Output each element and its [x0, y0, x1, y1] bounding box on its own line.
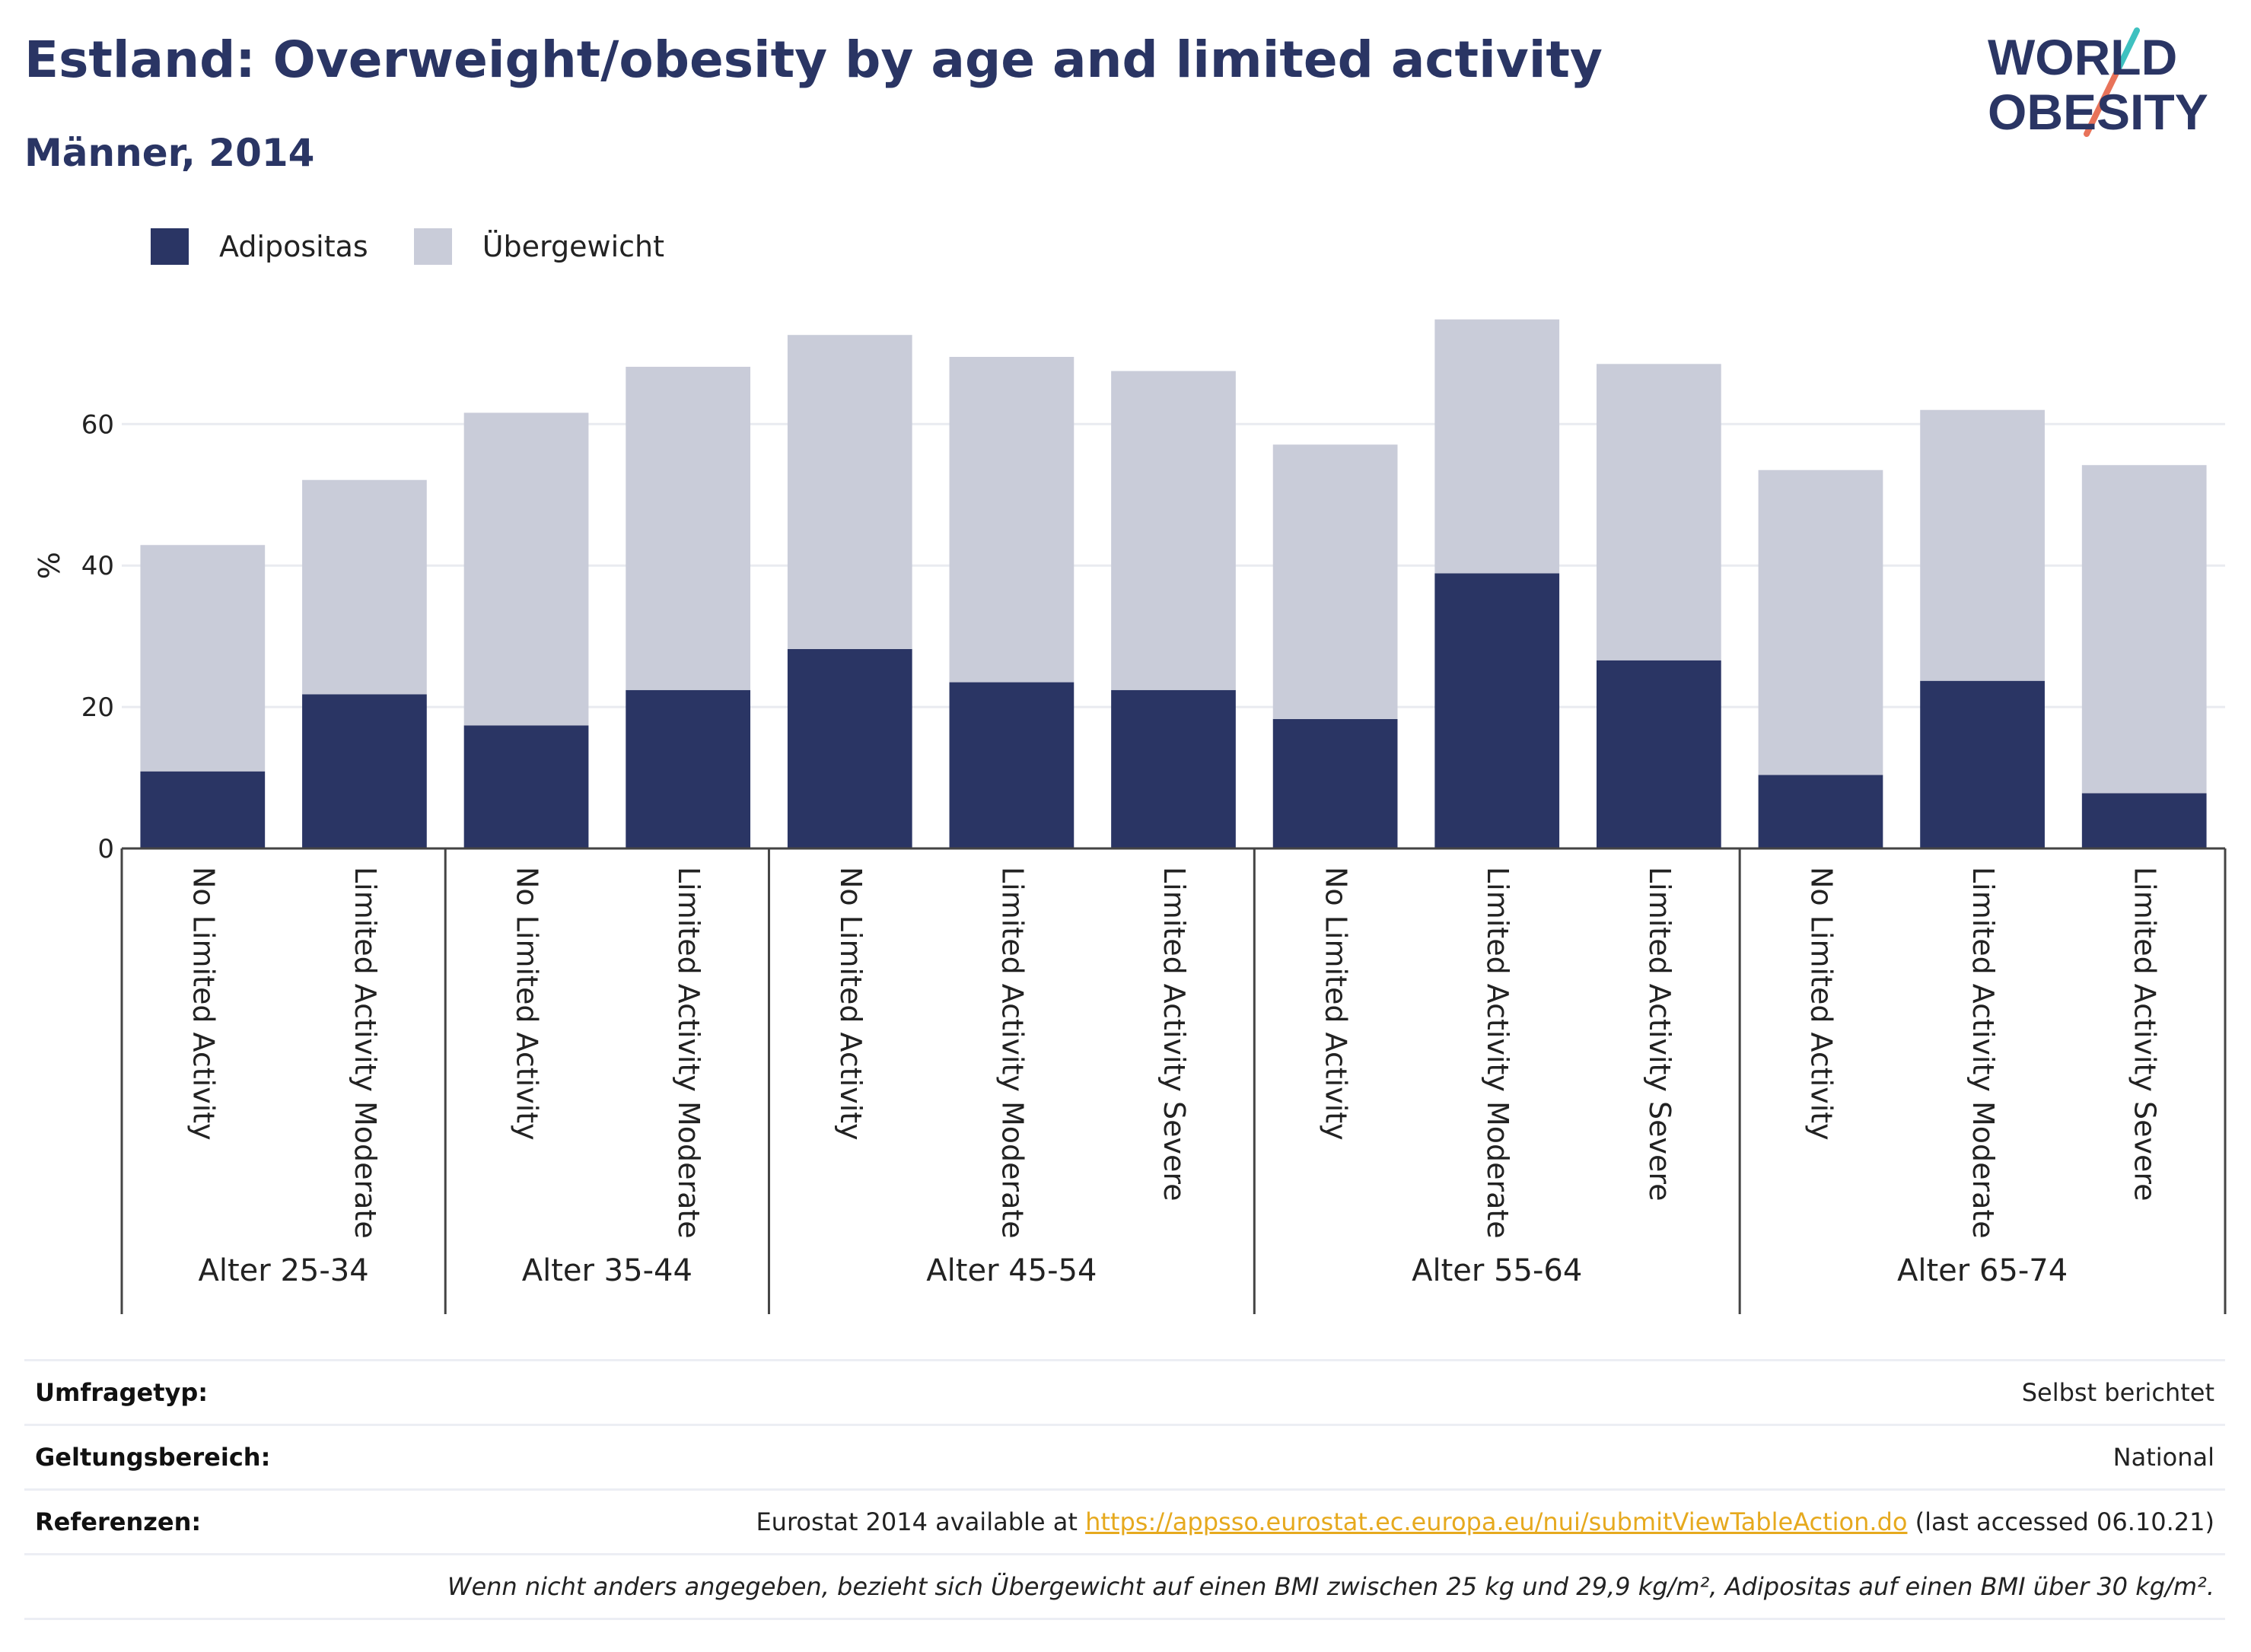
bar-uebergewicht [1920, 409, 2045, 681]
logo-slash-top [2113, 27, 2140, 78]
bar-adipositas [2081, 793, 2207, 848]
y-axis-title: % [33, 552, 66, 579]
meta-refs-prefix: Eurostat 2014 available at [756, 1507, 1086, 1536]
x-category-label: No Limited Activity [186, 867, 220, 1141]
meta-scope-label: Geltungsbereich: [35, 1443, 271, 1472]
chart-title: Estland: Overweight/obesity by age and l… [24, 30, 1603, 89]
x-category-label: Limited Activity Severe [1643, 867, 1676, 1202]
bar-uebergewicht [1272, 444, 1398, 719]
x-category-label: Limited Activity Moderate [1966, 867, 2000, 1239]
x-category-label: No Limited Activity [1320, 867, 1353, 1141]
bar-uebergewicht [949, 357, 1075, 683]
logo-line2: OBESITY [1988, 84, 2208, 140]
stacked-bar-chart: 0 20 40 60% No Limited Activity Limited Activ… [33, 319, 2227, 1314]
bar-adipositas [626, 689, 751, 848]
x-category-label: Limited Activity Severe [2128, 867, 2162, 1202]
bar-adipositas [1272, 718, 1398, 848]
meta-row-references: Referenzen: Eurostat 2014 available at h… [24, 1488, 2225, 1553]
meta-refs-suffix: (last accessed 06.10.21) [1907, 1507, 2214, 1536]
chart-subtitle: Männer, 2014 [24, 131, 315, 175]
meta-survey-value: Selbst berichtet [2021, 1378, 2214, 1407]
legend-item-adipositas[interactable]: Adipositas [151, 228, 368, 265]
x-category-label: Limited Activity Moderate [1481, 867, 1514, 1239]
x-group-label: Alter 45-54 [926, 1253, 1097, 1288]
metadata-table: Umfragetyp: Selbst berichtet Geltungsber… [24, 1359, 2225, 1620]
x-category-label: No Limited Activity [834, 867, 868, 1141]
bar-uebergewicht [626, 367, 751, 690]
bar-adipositas [1434, 573, 1560, 848]
meta-row-survey: Umfragetyp: Selbst berichtet [24, 1359, 2225, 1424]
bar-adipositas [1111, 689, 1236, 848]
bar-adipositas [140, 771, 266, 848]
y-tick-label: 20 [81, 692, 114, 723]
bar-adipositas [463, 725, 589, 848]
meta-refs-link[interactable]: https://appsso.eurostat.ec.europa.eu/nui… [1085, 1507, 1908, 1536]
legend-label-uebergewicht: Übergewicht [482, 230, 664, 263]
meta-row-scope: Geltungsbereich: National [24, 1424, 2225, 1488]
legend-item-uebergewicht[interactable]: Übergewicht [413, 228, 664, 265]
bar-uebergewicht [1434, 319, 1560, 574]
x-category-label: Limited Activity Moderate [349, 867, 382, 1239]
bar-uebergewicht [1758, 469, 1883, 775]
bar-adipositas [1758, 775, 1883, 848]
bar-adipositas [302, 694, 427, 848]
bar-adipositas [1596, 660, 1721, 848]
x-group-label: Alter 35-44 [522, 1253, 692, 1288]
bar-uebergewicht [787, 335, 912, 649]
meta-scope-value: National [2113, 1443, 2214, 1472]
bar-uebergewicht [1596, 364, 1721, 660]
bar-adipositas [787, 648, 912, 848]
x-category-label: Limited Activity Severe [1157, 867, 1191, 1202]
bar-adipositas [1920, 680, 2045, 848]
bar-uebergewicht [2081, 465, 2207, 794]
meta-refs-value: Eurostat 2014 available at https://appss… [756, 1507, 2225, 1536]
chart-legend: Adipositas Übergewicht [151, 224, 710, 269]
x-category-label: No Limited Activity [511, 867, 544, 1141]
logo-line1: WORLD [1988, 29, 2177, 85]
legend-swatch-uebergewicht [413, 228, 452, 265]
meta-refs-label: Referenzen: [35, 1507, 202, 1536]
y-tick-label: 40 [81, 551, 114, 581]
bar-adipositas [949, 682, 1075, 848]
y-tick-label: 0 [97, 834, 114, 864]
logo-slash-bottom [2084, 72, 2119, 137]
bar-uebergewicht [463, 412, 589, 726]
legend-swatch-adipositas [151, 228, 189, 265]
x-group-label: Alter 55-64 [1412, 1253, 1582, 1288]
x-category-label: Limited Activity Moderate [672, 867, 705, 1239]
x-group-label: Alter 65-74 [1897, 1253, 2068, 1288]
x-group-label: Alter 25-34 [199, 1253, 369, 1288]
bar-uebergewicht [140, 545, 266, 772]
meta-survey-label: Umfragetyp: [35, 1378, 209, 1407]
bar-uebergewicht [302, 479, 427, 695]
world-obesity-logo: WORLD OBESITY [1988, 27, 2208, 140]
meta-row-note: Wenn nicht anders angegeben, bezieht sic… [24, 1553, 2225, 1620]
x-category-label: No Limited Activity [1804, 867, 1838, 1141]
meta-note: Wenn nicht anders angegeben, bezieht sic… [447, 1572, 2214, 1601]
bar-uebergewicht [1111, 371, 1236, 690]
legend-label-adipositas: Adipositas [219, 230, 368, 263]
x-category-label: Limited Activity Moderate [995, 867, 1029, 1239]
y-tick-label: 60 [81, 409, 114, 440]
